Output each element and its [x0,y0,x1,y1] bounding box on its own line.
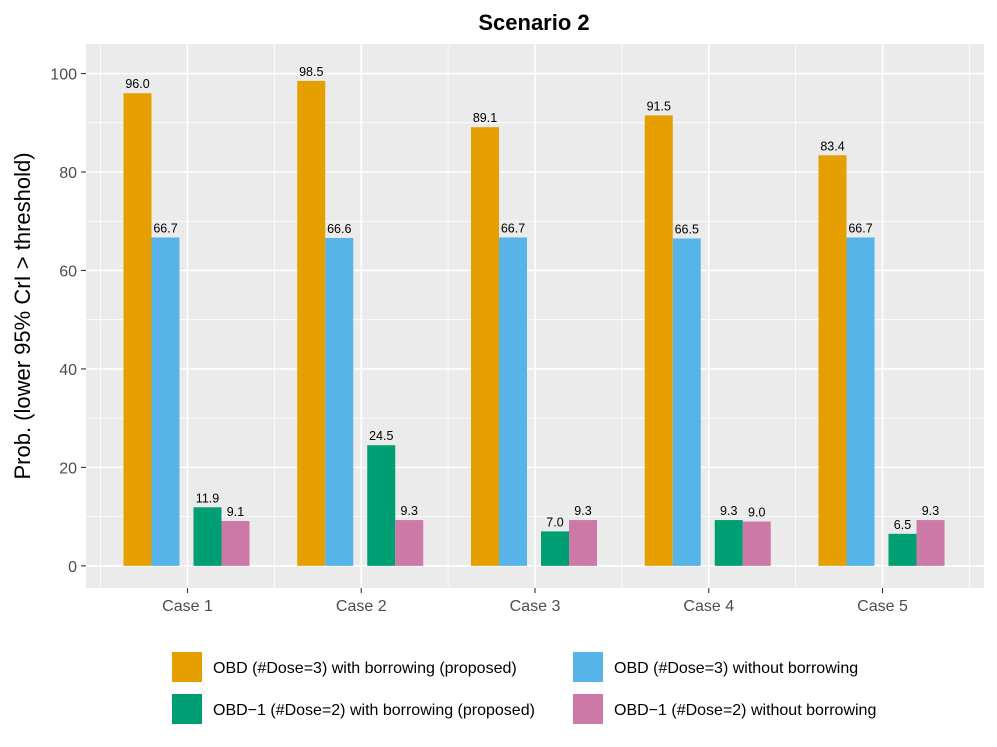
bar [325,237,354,566]
bar-value-label: 24.5 [369,429,393,443]
legend-swatch [573,694,603,724]
bar-value-label: 7.0 [546,515,563,529]
bar-value-label: 66.7 [848,221,872,235]
bar-value-label: 9.3 [574,504,591,518]
legend: OBD (#Dose=3) with borrowing (proposed) O… [172,652,876,724]
bar [123,93,152,566]
bar [471,127,499,566]
bar-labels: 96.0 98.5 89.1 91.5 83.4 66.7 66.6 66.7 66.5 66.7… [125,65,939,532]
x-axis: Case 1 Case 2 Case 3 Case 4 Case 5 [162,588,908,615]
legend-label: OBD−1 (#Dose=2) without borrowing [614,702,876,719]
y-tick-label: 100 [50,67,77,84]
bar-value-label: 83.4 [820,139,844,153]
bar [297,80,326,566]
chart-title: Scenario 2 [478,10,589,35]
y-tick-label: 20 [59,460,77,477]
y-tick-label: 80 [59,165,77,182]
legend-label: OBD (#Dose=3) with borrowing (proposed) [213,660,517,677]
bar-value-label: 9.3 [720,504,737,518]
x-tick-label: Case 4 [683,598,734,615]
bar-value-label: 11.9 [196,491,219,505]
bar-value-label: 96.0 [125,77,149,91]
bar [193,507,222,566]
bar [395,520,424,566]
bar [221,521,250,566]
y-tick-label: 60 [59,263,77,280]
y-axis-title: Prob. (lower 95% CrI > threshold) [10,152,35,479]
bar [367,445,396,566]
bar [818,155,847,566]
bar-value-label: 9.1 [227,505,244,519]
legend-swatch [172,652,202,682]
y-tick-label: 0 [68,559,77,576]
bar-value-label: 91.5 [647,99,671,113]
bar [846,237,875,566]
bar-value-label: 9.3 [401,504,418,518]
y-axis: 0 20 40 60 80 100 [50,67,86,576]
legend-swatch [573,652,603,682]
bar [541,531,569,566]
bar [499,237,527,566]
bar-value-label: 9.0 [748,506,765,520]
bar-value-label: 98.5 [299,65,323,79]
bar [644,115,673,566]
bar-value-label: 66.7 [501,221,525,235]
x-tick-label: Case 3 [510,598,561,615]
x-tick-label: Case 2 [336,598,387,615]
legend-swatch [172,694,202,724]
bar-value-label: 89.1 [473,111,497,125]
bar [672,238,701,566]
bar-value-label: 66.6 [327,222,351,236]
bar-value-label: 9.3 [922,504,939,518]
x-tick-label: Case 5 [857,598,908,615]
bar [151,237,180,566]
gridlines [86,44,984,588]
y-tick-label: 40 [59,362,77,379]
bar [916,520,945,566]
bar [742,521,771,566]
bar [888,533,917,566]
bar-value-label: 6.5 [894,518,911,532]
bar-value-label: 66.7 [153,221,177,235]
bar [714,520,743,566]
bar [569,520,597,566]
x-tick-label: Case 1 [162,598,213,615]
bars [123,80,945,566]
bar-value-label: 66.5 [675,222,699,236]
legend-label: OBD (#Dose=3) without borrowing [614,660,858,677]
legend-label: OBD−1 (#Dose=2) with borrowing (proposed… [213,702,535,719]
